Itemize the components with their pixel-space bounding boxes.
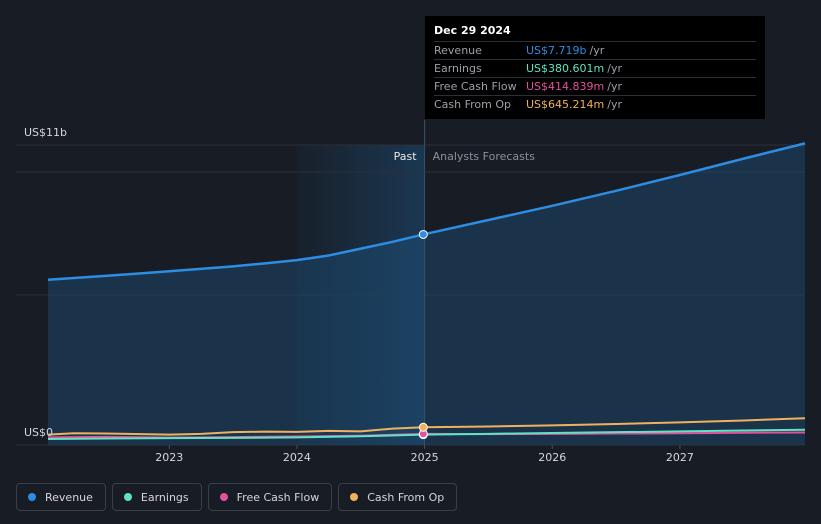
x-tick-label: 2025 [411, 451, 439, 464]
tooltip-unit: /yr [589, 44, 605, 57]
y-axis-top-label: US$11b [24, 126, 67, 139]
marker-revenue [418, 229, 428, 239]
legend-dot-icon [219, 493, 228, 501]
tooltip-row-earnings: Earnings US$380.601m /yr [434, 59, 756, 77]
legend-item-revenue[interactable]: Revenue [16, 483, 106, 511]
tooltip-label: Revenue [434, 44, 482, 57]
tooltip-unit: /yr [607, 80, 622, 93]
legend-dot-icon [123, 493, 132, 501]
legend-item-free-cash-flow[interactable]: Free Cash Flow [207, 483, 333, 511]
legend-item-earnings[interactable]: Earnings [111, 483, 202, 511]
legend-item-cash-from-op[interactable]: Cash From Op [338, 483, 458, 511]
tooltip-label: Free Cash Flow [434, 80, 517, 93]
tooltip-label: Earnings [434, 62, 482, 75]
revenue-earnings-chart: US$11b US$0 Past Analysts Forecasts 2023 2024… [16, 120, 806, 464]
x-tick-label: 2026 [538, 451, 566, 464]
x-tick-label: 2023 [155, 451, 183, 464]
tooltip-row-revenue: Revenue US$7.719b /yr [434, 41, 756, 59]
chart-legend: Revenue Earnings Free Cash Flow Cash Fro… [16, 483, 458, 511]
tooltip-value: US$414.839m [526, 80, 605, 93]
legend-label: Cash From Op [367, 490, 445, 504]
tooltip-label: Cash From Op [434, 98, 512, 111]
legend-label: Earnings [140, 490, 189, 504]
legend-dot-icon [350, 493, 359, 501]
series-line-revenue [47, 142, 806, 281]
x-tick-label: 2027 [666, 451, 694, 464]
series-line-cash-from-op [47, 417, 806, 436]
tooltip-value: US$645.214m [526, 98, 605, 111]
tooltip-value: US$7.719b [526, 44, 587, 57]
forecast-label: Analysts Forecasts [433, 150, 536, 163]
tooltip-unit: /yr [607, 62, 622, 75]
chart-tooltip: Dec 29 2024 Revenue US$7.719b /yr Earnin… [425, 16, 765, 119]
chart-area: US$11b US$0 Past Analysts Forecasts 2023 2024… [16, 120, 806, 464]
marker-cash-from-op [418, 422, 428, 432]
legend-label: Free Cash Flow [236, 490, 320, 504]
past-label: Past [394, 150, 418, 163]
tooltip-value: US$380.601m [526, 62, 605, 75]
legend-label: Revenue [45, 490, 93, 504]
revenue-area [48, 143, 805, 445]
y-axis-bottom-label: US$0 [24, 426, 53, 439]
x-tick-label: 2024 [283, 451, 311, 464]
tooltip-date: Dec 29 2024 [434, 24, 511, 37]
legend-dot-icon [28, 493, 36, 501]
tooltip-row-free-cash-flow: Free Cash Flow US$414.839m /yr [434, 77, 756, 95]
tooltip-unit: /yr [607, 98, 622, 111]
tooltip-row-cash-from-op: Cash From Op US$645.214m /yr [434, 95, 756, 113]
